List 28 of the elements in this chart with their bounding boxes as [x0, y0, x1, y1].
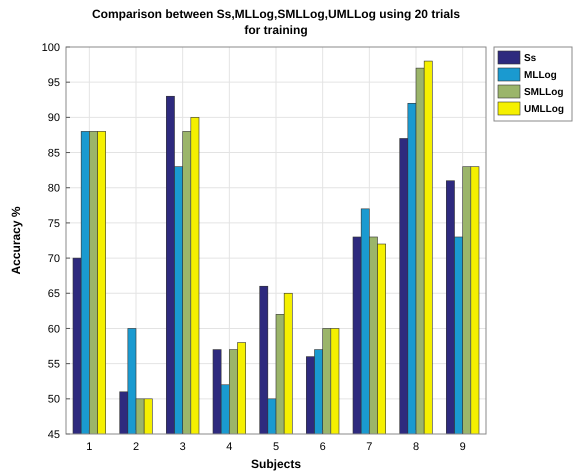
x-tick-label: 5: [272, 441, 280, 453]
y-tick-label: 75: [48, 218, 60, 230]
y-tick-label: 100: [42, 42, 60, 54]
x-tick-label: 2: [132, 441, 140, 453]
x-tick-label: 7: [366, 441, 372, 453]
y-tick-label: 80: [48, 182, 60, 195]
x-tick-label: 4: [226, 441, 232, 453]
y-axis-title: Accuracy %: [9, 206, 23, 275]
x-tick-label: 3: [180, 441, 186, 453]
legend-label: Ss: [524, 53, 537, 64]
x-tick-label: 8: [412, 441, 420, 453]
y-tick-label: 95: [48, 77, 60, 90]
y-tick-label: 55: [48, 358, 60, 370]
x-tick-label: 1: [86, 441, 92, 453]
chart-title: Comparison between Ss,MLLog,SMLLog,UMLLog using 20 trials for training: [92, 7, 460, 37]
y-tick-label: 85: [48, 147, 60, 160]
legend-label: UMLLog: [524, 104, 564, 115]
y-tick-label: 70: [48, 252, 60, 265]
y-tick-label: 90: [48, 112, 60, 124]
y-tick-label: 60: [48, 323, 60, 336]
x-axis-title: Subjects: [250, 457, 302, 471]
x-tick-label: 6: [320, 441, 326, 453]
y-tick-label: 45: [48, 428, 60, 441]
y-tick-label: 50: [48, 394, 60, 406]
y-tick-label: 65: [48, 288, 60, 300]
legend-label: SMLLog: [524, 87, 564, 98]
legend-label: MLLog: [524, 70, 557, 81]
x-tick-label: 9: [460, 441, 466, 453]
